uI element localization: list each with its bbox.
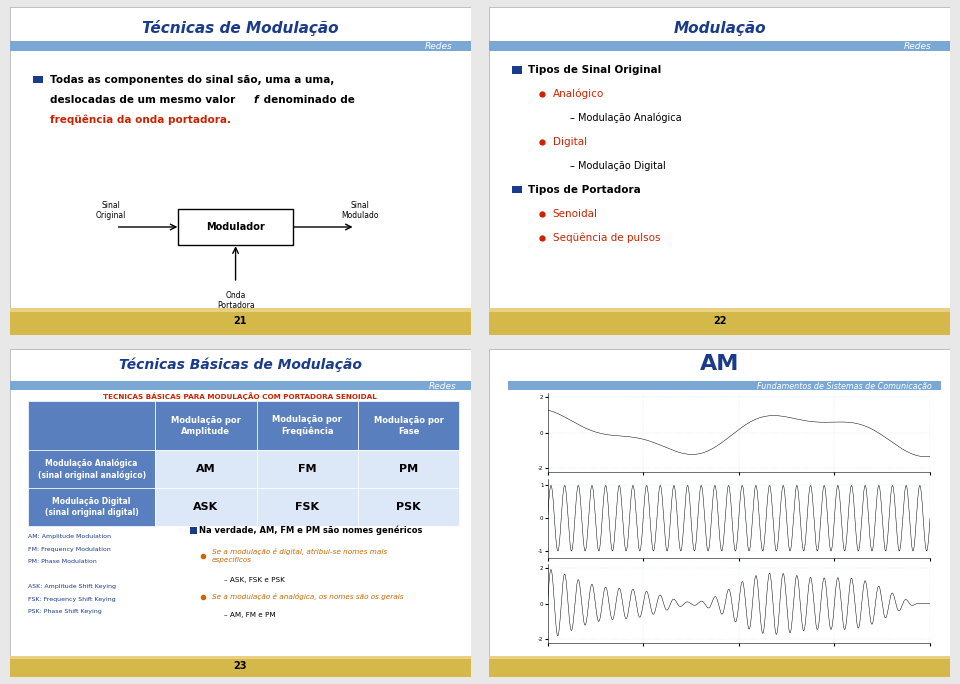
Bar xyxy=(513,186,522,194)
Text: Se a modulação é digital, atribui-se nomes mais
específicos: Se a modulação é digital, atribui-se nom… xyxy=(211,548,387,563)
Text: FM: FM xyxy=(298,464,317,474)
Bar xyxy=(10,308,470,313)
Bar xyxy=(508,381,941,391)
Bar xyxy=(358,401,459,450)
Text: Técnicas de Modulação: Técnicas de Modulação xyxy=(142,21,339,36)
Bar xyxy=(490,308,950,313)
Text: Senoidal: Senoidal xyxy=(553,209,598,218)
Text: Fundamentos de Sistemas de Comunicação: Fundamentos de Sistemas de Comunicação xyxy=(757,382,932,391)
Text: FM: Frequency Modulation: FM: Frequency Modulation xyxy=(28,547,110,552)
Text: Se a modulação é analógica, os nomes são os gerais: Se a modulação é analógica, os nomes são… xyxy=(211,593,403,600)
Text: – ASK, FSK e PSK: – ASK, FSK e PSK xyxy=(224,577,285,583)
Bar xyxy=(358,488,459,526)
Text: Onda
Portadora: Onda Portadora xyxy=(217,291,254,311)
Bar xyxy=(10,656,470,659)
Text: Analógico: Analógico xyxy=(553,88,604,98)
Text: ASK: ASK xyxy=(193,502,219,512)
Bar xyxy=(256,450,358,488)
Text: Sinal
Original: Sinal Original xyxy=(96,201,127,220)
Text: Técnicas Básicas de Modulação: Técnicas Básicas de Modulação xyxy=(119,357,362,371)
Bar xyxy=(513,66,522,74)
Text: Todas as componentes do sinal são, uma a uma,: Todas as componentes do sinal são, uma a… xyxy=(50,75,334,85)
Bar xyxy=(490,41,950,51)
Text: AM: Amplitude Modulation: AM: Amplitude Modulation xyxy=(28,534,111,539)
Text: f: f xyxy=(253,95,257,105)
Bar xyxy=(256,401,358,450)
Bar xyxy=(28,450,156,488)
Bar xyxy=(156,488,256,526)
Text: PM: PM xyxy=(399,464,419,474)
Text: Sinal
Modulado: Sinal Modulado xyxy=(342,201,379,220)
Text: 23: 23 xyxy=(233,661,247,671)
Bar xyxy=(490,313,950,335)
Text: ASK: Amplitude Shift Keying: ASK: Amplitude Shift Keying xyxy=(28,584,116,589)
Bar xyxy=(190,527,197,534)
Text: Modulação por
Fase: Modulação por Fase xyxy=(373,415,444,436)
Text: FSK: FSK xyxy=(296,502,320,512)
Text: – Modulação Digital: – Modulação Digital xyxy=(570,161,665,170)
Bar xyxy=(358,450,459,488)
Text: – AM, FM e PM: – AM, FM e PM xyxy=(224,612,276,618)
Text: Modulação Digital
(sinal original digital): Modulação Digital (sinal original digita… xyxy=(45,497,138,517)
Text: 21: 21 xyxy=(233,315,247,326)
Bar xyxy=(10,381,470,391)
Bar xyxy=(10,313,470,335)
Text: Modulação por
Amplitude: Modulação por Amplitude xyxy=(171,415,241,436)
Bar xyxy=(10,659,470,677)
Text: PSK: PSK xyxy=(396,502,420,512)
Text: Digital: Digital xyxy=(553,137,587,146)
Text: deslocadas de um mesmo valor: deslocadas de um mesmo valor xyxy=(50,95,239,105)
Bar xyxy=(28,401,156,450)
Text: denominado de: denominado de xyxy=(260,95,355,105)
Text: TECNICAS BÁSICAS PARA MODULAÇÃO COM PORTADORA SENOIDAL: TECNICAS BÁSICAS PARA MODULAÇÃO COM PORT… xyxy=(104,392,377,399)
Text: AM: AM xyxy=(700,354,739,374)
Bar xyxy=(256,488,358,526)
Text: Modulação por
Freqüência: Modulação por Freqüência xyxy=(273,415,342,436)
Text: Redes: Redes xyxy=(424,42,452,51)
Text: Na verdade, AM, FM e PM são nomes genéricos: Na verdade, AM, FM e PM são nomes genéri… xyxy=(199,526,422,536)
Text: Modulador: Modulador xyxy=(206,222,265,232)
Bar xyxy=(490,659,950,677)
Text: freqüência da onda portadora.: freqüência da onda portadora. xyxy=(50,114,231,124)
Bar xyxy=(10,41,470,51)
Text: Tipos de Sinal Original: Tipos de Sinal Original xyxy=(528,65,661,75)
Text: Modulação Analógica
(sinal original analógico): Modulação Analógica (sinal original anal… xyxy=(37,458,146,479)
Text: AM: AM xyxy=(196,464,216,474)
Text: Redes: Redes xyxy=(904,42,932,51)
Bar xyxy=(156,401,256,450)
Bar xyxy=(33,76,43,83)
Bar xyxy=(490,656,950,659)
Text: – Modulação Analógica: – Modulação Analógica xyxy=(570,112,682,123)
Bar xyxy=(156,450,256,488)
Text: FSK: Frequency Shift Keying: FSK: Frequency Shift Keying xyxy=(28,596,115,602)
Text: PSK: Phase Shift Keying: PSK: Phase Shift Keying xyxy=(28,609,102,614)
Text: Redes: Redes xyxy=(429,382,457,391)
Text: Seqüência de pulsos: Seqüência de pulsos xyxy=(553,233,660,243)
Text: Modulação: Modulação xyxy=(674,21,766,36)
Text: 22: 22 xyxy=(713,315,727,326)
Text: Tipos de Portadora: Tipos de Portadora xyxy=(528,185,641,195)
Text: PM: Phase Modulation: PM: Phase Modulation xyxy=(28,560,97,564)
Bar xyxy=(28,488,156,526)
FancyBboxPatch shape xyxy=(178,209,293,245)
